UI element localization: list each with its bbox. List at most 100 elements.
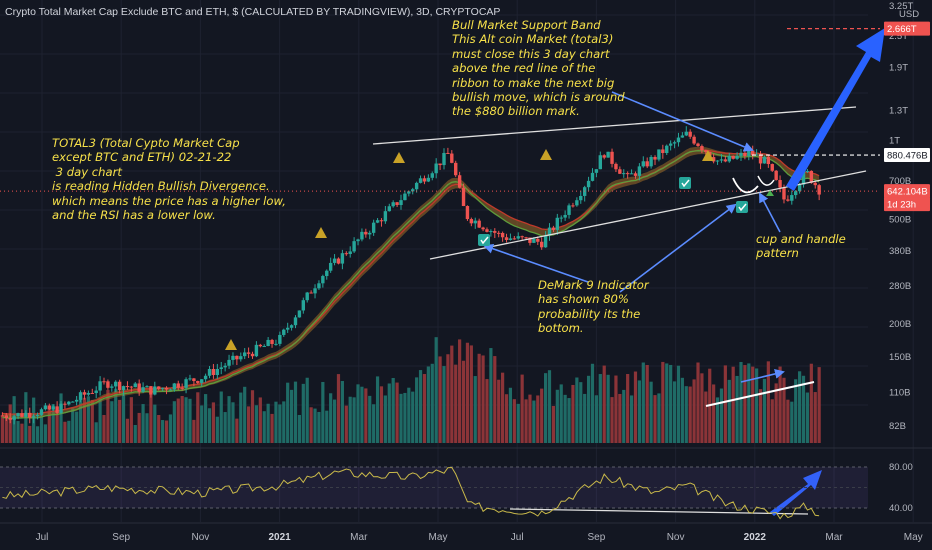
volume-bar — [485, 379, 489, 443]
candle-body — [35, 414, 40, 417]
volume-bar — [403, 392, 407, 443]
chart-title: Crypto Total Market Cap Exclude BTC and … — [5, 6, 501, 18]
volume-bar — [641, 362, 645, 443]
volume-bar — [411, 391, 415, 443]
volume-bar — [692, 379, 696, 443]
volume-bar — [755, 368, 759, 443]
volume-bar — [39, 412, 44, 443]
volume-bar — [700, 373, 704, 443]
candle-body — [258, 344, 263, 347]
candle-body — [12, 416, 16, 420]
volume-bar — [715, 397, 720, 443]
annotation-hidden-divergence: TOTAL3 (Total Cypto Market Cap except BT… — [52, 136, 286, 222]
candle-body — [110, 386, 114, 388]
volume-bar — [200, 405, 204, 443]
candle-body — [735, 155, 739, 159]
candle-body — [450, 153, 454, 163]
volume-bar — [82, 397, 87, 443]
candle-body — [309, 292, 313, 294]
candle-body — [282, 329, 286, 335]
candle-body — [731, 155, 735, 159]
candle-body — [805, 170, 810, 172]
candle-body — [727, 155, 731, 162]
candle-body — [801, 171, 806, 185]
candle-body — [383, 211, 388, 222]
candle-body — [469, 219, 474, 224]
annotation-line: probability its the — [538, 306, 641, 321]
volume-bar — [274, 401, 278, 443]
volume-bar — [329, 393, 333, 443]
candle-body — [285, 327, 290, 330]
candle-body — [352, 241, 356, 252]
price-badge-label: 2.666T — [887, 24, 917, 35]
volume-bar — [606, 374, 610, 443]
candle-body — [4, 415, 9, 419]
candle-body — [536, 238, 540, 242]
price-tick-label: 700B — [889, 176, 911, 187]
candle-body — [598, 155, 603, 170]
candle-body — [586, 180, 591, 188]
volume-bar — [465, 342, 470, 443]
annotation-line: is reading Hidden Bullish Divergence. — [52, 179, 270, 194]
candle-body — [180, 387, 184, 389]
annotation-line: ribbon to make the next big — [452, 75, 615, 90]
candle-body — [532, 238, 536, 243]
volume-bar — [125, 418, 130, 443]
rsi-bullish-arrow — [770, 470, 822, 516]
volume-bar — [180, 396, 184, 443]
volume-bar — [297, 414, 301, 443]
volume-bar — [571, 384, 575, 443]
candle-body — [555, 217, 560, 230]
volume-bar — [493, 356, 497, 443]
volume-bar — [321, 381, 325, 443]
volume-bar — [55, 412, 59, 443]
volume-bar — [360, 386, 364, 443]
volume-bar — [583, 393, 587, 443]
volume-bar — [383, 395, 387, 443]
candle-body — [278, 334, 282, 344]
volume-bar — [676, 365, 681, 443]
volume-bar — [379, 386, 384, 443]
volume-bar — [114, 388, 118, 443]
candle-body — [465, 206, 470, 220]
volume-bar — [161, 420, 165, 443]
volume-bar — [532, 400, 536, 443]
volume-bar — [477, 353, 481, 443]
candle-body — [51, 406, 55, 410]
candle-body — [145, 386, 149, 388]
volume-bar — [395, 382, 399, 443]
candle-body — [239, 356, 243, 360]
candle-body — [231, 355, 235, 360]
volume-bar — [415, 377, 419, 443]
volume-bar — [196, 392, 200, 443]
annotation-line: and the RSI has a lower low. — [52, 208, 216, 223]
candle-body — [629, 173, 634, 175]
volume-bar — [712, 384, 716, 443]
volume-bar — [790, 401, 794, 443]
volume-bar — [94, 422, 98, 443]
candle-body — [614, 163, 618, 170]
volume-bar — [293, 381, 298, 443]
volume-bar — [798, 371, 802, 443]
candle-body — [794, 191, 798, 196]
candle-body — [723, 159, 728, 162]
volume-bar — [543, 373, 548, 443]
candle-body — [649, 156, 653, 167]
volume-bar — [219, 391, 223, 443]
candle-body — [176, 383, 180, 388]
volume-bar — [149, 393, 153, 443]
time-tick-label: Sep — [588, 532, 606, 543]
candle-body — [438, 163, 442, 166]
candle-body — [313, 288, 317, 294]
candle-body — [114, 381, 118, 387]
volume-bar — [719, 388, 724, 443]
volume-bar — [121, 390, 126, 443]
volume-bar — [739, 361, 743, 443]
volume-bar — [450, 345, 454, 443]
annotation-support-band: Bull Market Support Band This Alt coin M… — [452, 18, 625, 119]
volume-bar — [137, 412, 141, 443]
volume-bar — [778, 366, 782, 443]
candle-body — [461, 187, 466, 207]
